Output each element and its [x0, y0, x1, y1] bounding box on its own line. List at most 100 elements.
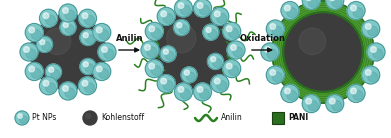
Circle shape — [371, 47, 377, 52]
Circle shape — [285, 14, 361, 90]
Circle shape — [368, 72, 378, 82]
Circle shape — [102, 47, 108, 52]
Circle shape — [40, 40, 45, 45]
Circle shape — [329, 98, 335, 104]
Circle shape — [161, 78, 167, 84]
Circle shape — [149, 26, 154, 32]
Circle shape — [151, 28, 161, 38]
Circle shape — [306, 98, 312, 104]
Circle shape — [85, 35, 94, 44]
Circle shape — [233, 47, 243, 57]
Text: Anilin: Anilin — [116, 34, 143, 43]
Circle shape — [281, 84, 299, 102]
Circle shape — [79, 9, 97, 27]
Circle shape — [347, 2, 365, 20]
Circle shape — [44, 28, 71, 55]
Circle shape — [353, 91, 363, 100]
Text: PANI: PANI — [288, 113, 308, 123]
Circle shape — [229, 28, 239, 38]
Circle shape — [299, 28, 326, 55]
Circle shape — [15, 111, 29, 125]
Circle shape — [80, 59, 96, 75]
Circle shape — [287, 91, 297, 100]
Circle shape — [29, 27, 34, 33]
Circle shape — [367, 43, 385, 61]
Circle shape — [96, 66, 102, 72]
Circle shape — [368, 26, 378, 36]
Circle shape — [163, 81, 173, 91]
Circle shape — [93, 23, 111, 42]
Circle shape — [65, 10, 75, 20]
Circle shape — [285, 88, 290, 94]
Circle shape — [39, 9, 57, 27]
Circle shape — [213, 59, 222, 68]
Circle shape — [99, 30, 109, 39]
Circle shape — [178, 3, 184, 8]
Circle shape — [63, 22, 68, 28]
Circle shape — [25, 63, 43, 80]
Circle shape — [82, 13, 88, 19]
Circle shape — [332, 0, 342, 7]
Circle shape — [147, 47, 157, 57]
Circle shape — [272, 1, 374, 103]
Circle shape — [306, 0, 312, 1]
Circle shape — [84, 15, 95, 25]
Circle shape — [65, 88, 75, 98]
Circle shape — [145, 60, 163, 78]
Circle shape — [187, 72, 195, 81]
Circle shape — [151, 66, 161, 76]
Circle shape — [353, 8, 363, 18]
Circle shape — [65, 25, 74, 33]
Circle shape — [226, 63, 232, 69]
Circle shape — [223, 22, 241, 40]
Circle shape — [272, 26, 282, 36]
Circle shape — [18, 114, 22, 118]
Circle shape — [20, 43, 38, 61]
Circle shape — [266, 66, 284, 84]
Circle shape — [194, 83, 212, 101]
Circle shape — [151, 8, 235, 92]
Circle shape — [80, 30, 96, 46]
Circle shape — [287, 8, 297, 18]
Circle shape — [270, 24, 276, 29]
Circle shape — [25, 23, 43, 42]
Circle shape — [104, 49, 114, 59]
Circle shape — [267, 49, 277, 59]
Circle shape — [93, 63, 111, 80]
Circle shape — [347, 84, 365, 102]
Circle shape — [36, 36, 52, 52]
Circle shape — [99, 69, 109, 78]
Circle shape — [39, 77, 57, 95]
Circle shape — [141, 41, 159, 59]
Circle shape — [199, 89, 210, 99]
Circle shape — [167, 24, 196, 53]
Circle shape — [84, 83, 95, 93]
Circle shape — [281, 2, 299, 20]
Circle shape — [326, 0, 344, 9]
Circle shape — [179, 25, 188, 34]
Circle shape — [157, 7, 175, 25]
Circle shape — [211, 57, 216, 62]
Circle shape — [208, 53, 223, 69]
Circle shape — [217, 81, 227, 91]
Circle shape — [197, 3, 203, 8]
Circle shape — [43, 13, 49, 19]
Circle shape — [302, 0, 320, 9]
Circle shape — [211, 75, 229, 93]
Circle shape — [326, 95, 344, 113]
Circle shape — [160, 46, 176, 62]
Circle shape — [42, 42, 51, 51]
Text: Anilin: Anilin — [221, 113, 243, 123]
FancyBboxPatch shape — [272, 112, 284, 124]
Circle shape — [26, 49, 36, 59]
Circle shape — [365, 24, 371, 29]
Circle shape — [227, 41, 245, 59]
Circle shape — [272, 72, 282, 82]
Circle shape — [45, 83, 56, 93]
Circle shape — [199, 5, 210, 15]
Circle shape — [229, 66, 239, 76]
Circle shape — [197, 87, 203, 92]
Circle shape — [163, 49, 169, 54]
Circle shape — [174, 0, 192, 17]
Circle shape — [217, 13, 227, 23]
